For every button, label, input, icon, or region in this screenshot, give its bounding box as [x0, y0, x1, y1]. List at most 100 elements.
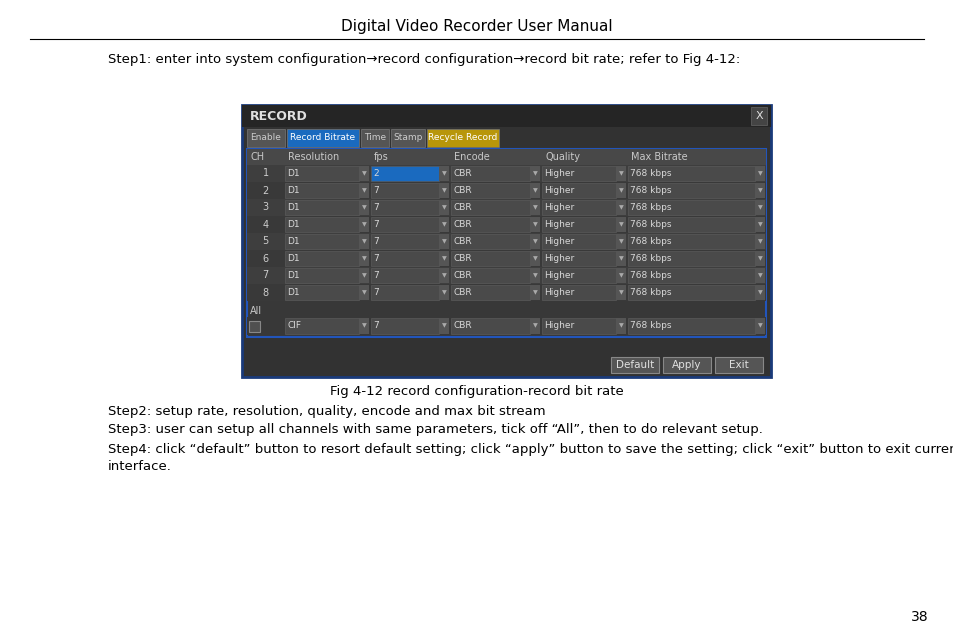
Bar	[750, 107, 766, 125]
Bar	[754, 166, 764, 181]
Text: Higher: Higher	[544, 220, 574, 229]
Text: ▼: ▼	[618, 222, 622, 227]
Bar	[530, 166, 539, 181]
Text: Stamp: Stamp	[393, 134, 422, 143]
Text: Enable: Enable	[251, 134, 281, 143]
Text: 5: 5	[262, 236, 269, 247]
Bar	[451, 318, 530, 334]
Bar	[541, 217, 616, 232]
Bar	[541, 251, 616, 266]
Text: Fig 4-12 record configuration-record bit rate: Fig 4-12 record configuration-record bit…	[330, 385, 623, 399]
Bar	[439, 318, 449, 334]
Text: Default: Default	[616, 360, 654, 370]
Bar	[358, 285, 369, 300]
Bar	[371, 217, 439, 232]
Text: ▼: ▼	[757, 171, 761, 176]
Text: 7: 7	[262, 271, 269, 280]
Bar	[530, 217, 539, 232]
Bar	[247, 129, 285, 147]
Text: Higher: Higher	[544, 322, 574, 331]
Text: Digital Video Recorder User Manual: Digital Video Recorder User Manual	[341, 20, 612, 34]
Bar	[371, 200, 439, 215]
Bar	[427, 129, 498, 147]
Text: Higher: Higher	[544, 203, 574, 212]
Text: ▼: ▼	[533, 256, 537, 261]
Text: ▼: ▼	[441, 273, 446, 278]
Bar	[627, 183, 754, 198]
Bar	[541, 268, 616, 283]
Bar	[627, 318, 754, 334]
Bar	[247, 250, 765, 267]
Text: Recycle Record: Recycle Record	[428, 134, 497, 143]
Bar	[439, 183, 449, 198]
Text: Quality: Quality	[545, 152, 579, 162]
Text: 7: 7	[373, 254, 378, 263]
Text: ▼: ▼	[361, 239, 366, 244]
Text: Higher: Higher	[544, 288, 574, 297]
Bar	[358, 234, 369, 249]
Text: 3: 3	[262, 203, 269, 213]
Text: Higher: Higher	[544, 237, 574, 246]
Bar	[616, 234, 625, 249]
Bar	[360, 129, 389, 147]
Bar	[439, 285, 449, 300]
Bar	[358, 251, 369, 266]
Bar	[247, 233, 765, 250]
Text: Exit: Exit	[728, 360, 748, 370]
Text: 7: 7	[373, 186, 378, 195]
Bar	[616, 183, 625, 198]
Bar	[754, 318, 764, 334]
Bar	[754, 285, 764, 300]
Bar	[358, 318, 369, 334]
Bar	[451, 285, 530, 300]
Text: D1: D1	[287, 203, 299, 212]
Bar	[247, 284, 765, 301]
Bar	[616, 268, 625, 283]
Text: CBR: CBR	[453, 322, 472, 331]
Bar	[530, 234, 539, 249]
Bar	[439, 251, 449, 266]
Text: ▼: ▼	[361, 188, 366, 193]
Bar	[541, 166, 616, 181]
Bar	[754, 183, 764, 198]
Bar	[439, 166, 449, 181]
Text: ▼: ▼	[441, 256, 446, 261]
Text: ▼: ▼	[757, 324, 761, 329]
Text: Higher: Higher	[544, 254, 574, 263]
Text: 6: 6	[262, 254, 269, 264]
Bar	[530, 318, 539, 334]
Bar	[439, 217, 449, 232]
Text: ▼: ▼	[618, 205, 622, 210]
Text: ▼: ▼	[757, 290, 761, 295]
Bar	[371, 318, 439, 334]
Bar	[616, 318, 625, 334]
Text: ▼: ▼	[533, 239, 537, 244]
Text: D1: D1	[287, 271, 299, 280]
Text: CIF: CIF	[287, 322, 301, 331]
Bar	[285, 268, 358, 283]
Text: fps: fps	[374, 152, 388, 162]
Bar	[616, 251, 625, 266]
Bar	[451, 268, 530, 283]
Bar	[358, 183, 369, 198]
Bar	[754, 217, 764, 232]
Bar	[285, 234, 358, 249]
Bar	[247, 182, 765, 199]
Bar	[247, 216, 765, 233]
Bar	[358, 200, 369, 215]
Bar	[541, 318, 616, 334]
Text: ▼: ▼	[618, 273, 622, 278]
Text: ▼: ▼	[757, 273, 761, 278]
Bar	[451, 251, 530, 266]
Bar	[247, 317, 765, 335]
Bar	[247, 165, 765, 182]
Bar	[371, 268, 439, 283]
Text: Step3: user can setup all channels with same parameters, tick off “All”, then to: Step3: user can setup all channels with …	[108, 424, 762, 436]
Text: Higher: Higher	[544, 186, 574, 195]
Bar	[451, 200, 530, 215]
Bar	[627, 234, 754, 249]
Bar	[285, 217, 358, 232]
Bar	[439, 234, 449, 249]
Text: Apply: Apply	[672, 360, 701, 370]
Bar	[247, 199, 765, 216]
